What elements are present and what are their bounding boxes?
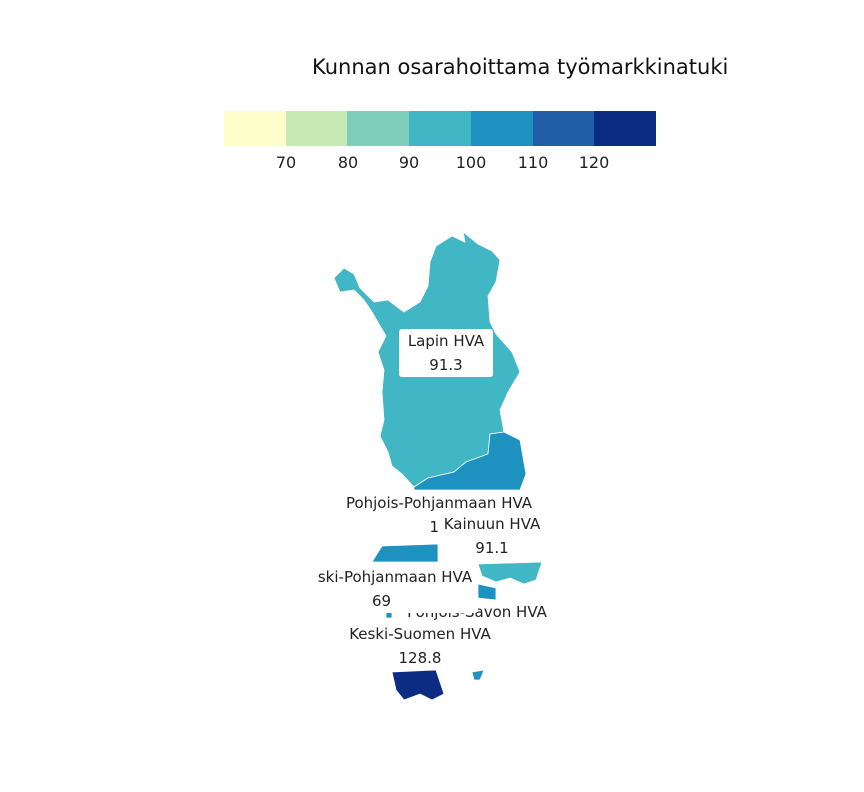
region-label-name: Lapin HVA (407, 332, 485, 350)
legend-tick: 70 (275, 153, 297, 172)
region-kainuun-hva[interactable] (477, 561, 543, 585)
legend-swatch (224, 111, 286, 146)
legend-tick: 110 (517, 153, 549, 172)
region-label-value: 91.3 (429, 356, 463, 374)
region-label-name: Pohjois-Pohjanmaan HVA (345, 494, 533, 512)
legend-tick: 100 (455, 153, 487, 172)
region-label-keski-suomi: Keski-Suomen HVA 128.8 (340, 622, 500, 670)
region-label-value: 91.1 (475, 539, 509, 557)
region-label-keski-pohjanmaan: ski-Pohjanmaan HVA 69 (312, 565, 478, 613)
legend-swatch (532, 111, 595, 146)
region-pohjois-pohjanmaan-hva[interactable] (413, 431, 527, 491)
map-title: Kunnan osarahoittama työmarkkinatuki (312, 55, 729, 79)
legend-swatch (347, 111, 410, 146)
region-label-name: ski-Pohjanmaan HVA (317, 568, 473, 586)
region-label-kainuu: Kainuun HVA 91.1 (438, 512, 546, 560)
legend-tick: 90 (398, 153, 420, 172)
region-keski-pohjanmaan-hva[interactable] (371, 543, 439, 563)
legend-swatch (594, 111, 657, 146)
legend-tick: 120 (578, 153, 610, 172)
region-label-name: Keski-Suomen HVA (349, 625, 491, 643)
region-pohjois-savon-hva[interactable] (477, 583, 497, 601)
legend-swatch (470, 111, 533, 146)
region-pohjois-savon-hva-fragment[interactable] (471, 669, 485, 681)
legend-swatch (409, 111, 471, 146)
color-legend (224, 111, 657, 146)
region-label-lapin: Lapin HVA 91.3 (399, 329, 493, 377)
region-keski-suomen-hva[interactable] (391, 669, 445, 701)
legend-swatch (285, 111, 348, 146)
region-label-value: 69 (372, 592, 392, 610)
legend-tick: 80 (337, 153, 359, 172)
region-label-name: Kainuun HVA (443, 515, 541, 533)
region-label-value: 128.8 (398, 649, 442, 667)
